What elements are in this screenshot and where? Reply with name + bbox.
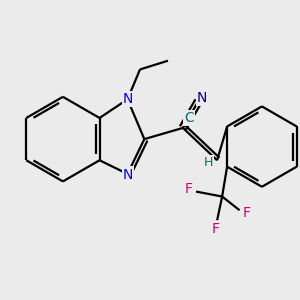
Text: C: C bbox=[184, 111, 194, 125]
Text: N: N bbox=[123, 168, 133, 182]
Text: F: F bbox=[243, 206, 251, 220]
Text: N: N bbox=[123, 92, 133, 106]
Text: F: F bbox=[212, 222, 220, 236]
Text: F: F bbox=[184, 182, 193, 196]
Text: H: H bbox=[204, 156, 213, 169]
Text: N: N bbox=[197, 91, 207, 105]
